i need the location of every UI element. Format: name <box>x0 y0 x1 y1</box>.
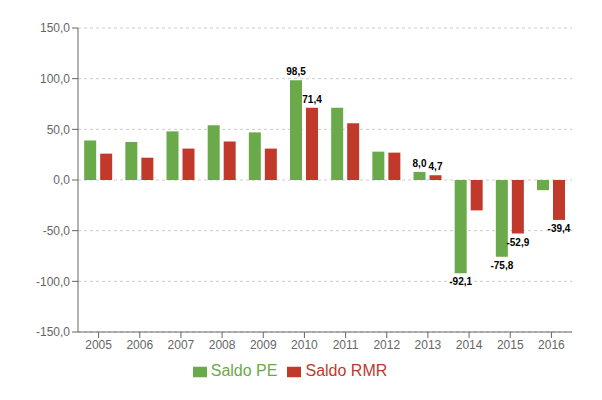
svg-text:71,4: 71,4 <box>302 94 322 105</box>
svg-text:0,0: 0,0 <box>53 173 70 187</box>
html-text:Saldo PE: Saldo PE <box>210 362 278 379</box>
svg-text:2006: 2006 <box>126 338 153 352</box>
svg-text:150,0: 150,0 <box>40 21 70 35</box>
svg-text:2007: 2007 <box>168 338 195 352</box>
svg-text:100,0: 100,0 <box>40 72 70 86</box>
svg-text:2015: 2015 <box>497 338 524 352</box>
svg-text:2016: 2016 <box>538 338 565 352</box>
svg-text:-50,0: -50,0 <box>43 224 71 238</box>
svg-text:-39,4: -39,4 <box>548 223 571 234</box>
svg-text:50,0: 50,0 <box>47 123 71 137</box>
svg-text:2005: 2005 <box>85 338 112 352</box>
svg-text:8,0: 8,0 <box>413 158 427 169</box>
html-text:Saldo RMR: Saldo RMR <box>305 362 388 379</box>
svg-text:2009: 2009 <box>250 338 277 352</box>
svg-text:98,5: 98,5 <box>286 66 306 77</box>
svg-text:-75,8: -75,8 <box>490 260 513 271</box>
svg-text:-100,0: -100,0 <box>36 275 70 289</box>
svg-text:2014: 2014 <box>456 338 483 352</box>
svg-text:-92,1: -92,1 <box>449 276 472 287</box>
svg-text:-150,0: -150,0 <box>36 325 70 339</box>
svg-text:4,7: 4,7 <box>429 161 443 172</box>
svg-text:2012: 2012 <box>373 338 400 352</box>
svg-text:2013: 2013 <box>415 338 442 352</box>
svg-text:-52,9: -52,9 <box>506 237 529 248</box>
svg-text:2010: 2010 <box>291 338 318 352</box>
svg-text:2008: 2008 <box>209 338 236 352</box>
svg-text:2011: 2011 <box>333 338 359 352</box>
